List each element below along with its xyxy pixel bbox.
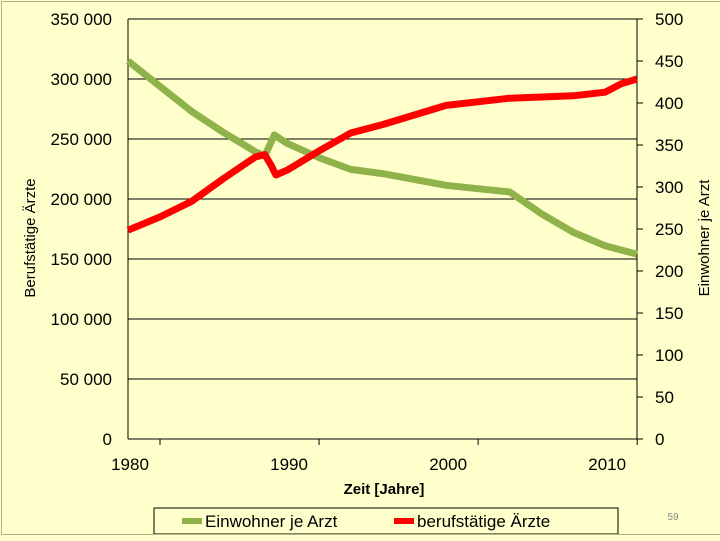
- slide-number: 59: [667, 512, 679, 523]
- gridlines: [128, 18, 637, 380]
- y-right-tick-label: 50: [655, 388, 674, 407]
- x-axis-title: Zeit [Jahre]: [344, 481, 425, 498]
- x-tick-label: 2000: [429, 455, 467, 474]
- legend-box: [153, 507, 619, 534]
- y-right-tick-label: 350: [655, 136, 683, 155]
- y-left-tick-label: 250 000: [51, 130, 112, 149]
- y-left-tick-label: 100 000: [51, 310, 112, 329]
- y-right-tick-label: 250: [655, 220, 683, 239]
- y-right-tick-label: 500: [655, 10, 683, 29]
- y-axis-right-title: Einwohner je Arzt: [696, 179, 713, 297]
- y-left-tick-label: 200 000: [51, 190, 112, 209]
- tick-labels: 0 50 000 100 000 150 000 200 000 250 000 300 0…: [51, 10, 684, 474]
- legend-label-einwohner: Einwohner je Arzt: [205, 512, 338, 531]
- y-right-tick-label: 450: [655, 52, 683, 71]
- y-right-tick-label: 300: [655, 178, 683, 197]
- y-left-tick-label: 0: [103, 430, 112, 449]
- x-tick-label: 1990: [270, 455, 308, 474]
- y-left-tick-label: 300 000: [51, 70, 112, 89]
- x-tick-label: 1980: [111, 455, 149, 474]
- series-line-einwohner-je-arzt: [125, 58, 638, 258]
- y-right-tick-label: 0: [655, 430, 664, 449]
- y-right-tick-label: 100: [655, 346, 683, 365]
- y-axis-left-title: Berufstätige Ärzte: [22, 178, 39, 297]
- series-lines: [125, 58, 639, 258]
- y-right-tick-label: 150: [655, 304, 683, 323]
- y-left-tick-label: 150 000: [51, 250, 112, 269]
- legend: Einwohner je Arzt berufstätige Ärzte: [153, 507, 619, 534]
- x-tick-label: 2010: [588, 455, 626, 474]
- y-left-tick-label: 350 000: [51, 10, 112, 29]
- legend-label-aerzte: berufstätige Ärzte: [417, 512, 550, 531]
- y-right-tick-label: 200: [655, 262, 683, 281]
- series-line-berufstaetige-aerzte: [126, 75, 639, 234]
- y-right-tick-label: 400: [655, 94, 683, 113]
- axes: [127, 18, 643, 445]
- y-left-tick-label: 50 000: [60, 370, 112, 389]
